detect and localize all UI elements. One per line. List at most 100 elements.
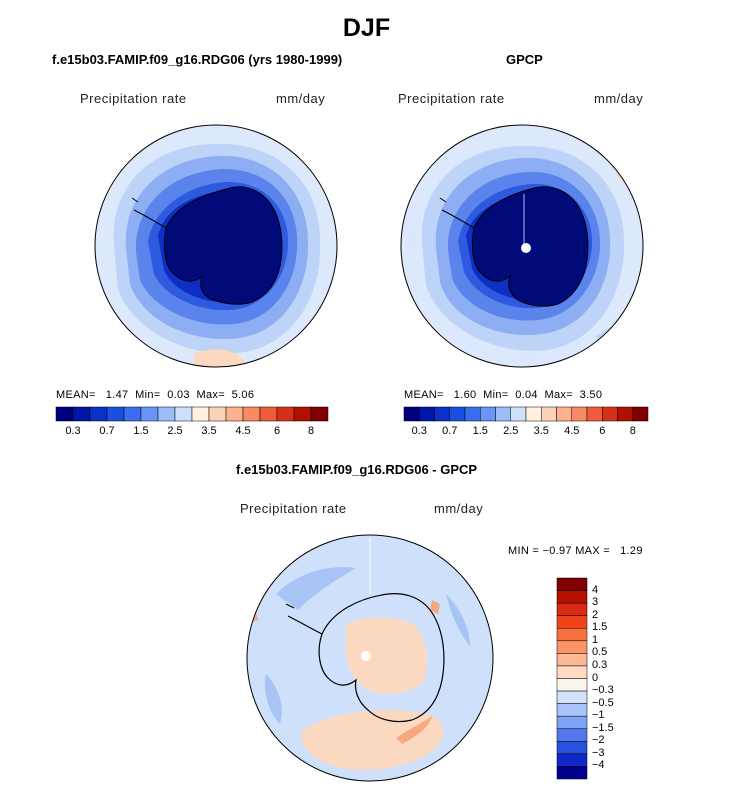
colorbar-box: [556, 590, 588, 604]
colorbar-box: [225, 406, 244, 422]
colorbar-model-ticks: 0.3 0.7 1.5 2.5 3.5 4.5 6 8: [56, 425, 328, 439]
colorbar-tick-label: 3.5: [533, 425, 549, 437]
panel-obs-title: GPCP: [506, 52, 543, 67]
colorbar-tick-label: 1.5: [592, 621, 608, 634]
colorbar-box: [495, 406, 511, 422]
colorbar-tick-label: 2.5: [167, 425, 183, 437]
colorbar-obs-ticks: 0.3 0.7 1.5 2.5 3.5 4.5 6 8: [404, 425, 648, 439]
colorbar-diff-ticks: 4 3 2 1.5 1 0.5 0.3 0 −0.3 −0.5 −1 −1.5 −2 −3 −4: [592, 578, 652, 779]
colorbar-tick-label: 3.5: [201, 425, 217, 437]
panel-obs-field-label: Precipitation rate: [398, 91, 505, 106]
colorbar-tick-label: 4.5: [564, 425, 580, 437]
colorbar-box: [449, 406, 466, 422]
colorbar-tick-label: −3: [592, 746, 605, 759]
colorbar-box: [55, 406, 74, 422]
colorbar-box: [157, 406, 176, 422]
colorbar-box: [556, 628, 588, 642]
colorbar-box: [174, 406, 193, 422]
colorbar-box: [140, 406, 159, 422]
panel-model-title: f.e15b03.FAMIP.f09_g16.RDG06 (yrs 1980-1…: [52, 52, 343, 67]
panel-diff-stats: MIN = −0.97 MAX = 1.29: [508, 545, 643, 557]
antarctic-continent: [164, 186, 282, 305]
neg-anomaly-2: [264, 674, 282, 724]
pole-mark: [521, 243, 531, 253]
polar-map-obs: [400, 124, 644, 368]
colorbar-tick-label: −0.5: [592, 696, 614, 709]
peninsula-coast: [439, 197, 475, 229]
colorbar-box: [276, 406, 295, 422]
colorbar-box: [191, 406, 210, 422]
coastline: [163, 186, 283, 305]
panel-diff-title: f.e15b03.FAMIP.f09_g16.RDG06 - GPCP: [236, 462, 478, 477]
colorbar-box: [208, 406, 227, 422]
panel-model-units: mm/day: [276, 91, 326, 106]
colorbar-box: [89, 406, 108, 422]
colorbar-tick-label: 6: [273, 425, 281, 437]
colorbar-model: [55, 406, 329, 422]
colorbar-tick-label: 0.3: [65, 425, 81, 437]
antarctic-coastline: [318, 593, 445, 723]
colorbar-tick-label: 4: [592, 583, 599, 596]
colorbar-tick-label: 0.7: [99, 425, 115, 437]
peninsula-coast: [285, 603, 323, 635]
neg-anomaly-3: [446, 594, 470, 646]
colorbar-tick-label: 1: [592, 633, 599, 646]
colorbar-box: [556, 715, 588, 729]
colorbar-box: [556, 728, 588, 742]
colorbar-box: [310, 406, 329, 422]
colorbar-tick-label: −4: [592, 759, 605, 772]
colorbar-tick-label: 8: [629, 425, 636, 437]
colorbar-box: [556, 653, 588, 667]
colorbar-box: [586, 406, 603, 422]
pos-anomaly-continent: [345, 617, 427, 695]
colorbar-box: [556, 602, 588, 616]
colorbar-box: [419, 406, 435, 422]
colorbar-box: [259, 406, 278, 422]
panel-model-field-label: Precipitation rate: [80, 91, 187, 106]
colorbar-tick-label: 0.3: [411, 425, 427, 437]
colorbar-tick-label: 0.5: [592, 646, 608, 659]
colorbar-tick-label: 6: [599, 425, 606, 437]
panel-diff-field-label: Precipitation rate: [240, 501, 347, 516]
colorbar-diff: [556, 577, 588, 780]
colorbar-tick-label: 4.5: [235, 425, 251, 437]
colorbar-tick-label: −2: [592, 734, 605, 747]
colorbar-box: [242, 406, 261, 422]
colorbar-box: [556, 678, 588, 692]
colorbar-tick-label: 3: [592, 596, 599, 609]
colorbar-box: [434, 406, 450, 422]
colorbar-obs: [403, 406, 649, 422]
colorbar-box: [556, 665, 588, 679]
colorbar-tick-label: 0.7: [442, 425, 458, 437]
polar-map-model: [94, 124, 338, 368]
colorbar-tick-label: 1.5: [472, 425, 488, 437]
colorbar-box: [123, 406, 142, 422]
pole-mark: [361, 651, 371, 661]
pos-anomaly-strong: [396, 716, 432, 744]
colorbar-tick-label: 2.5: [503, 425, 519, 437]
colorbar-box: [556, 577, 588, 591]
panel-diff-units: mm/day: [434, 501, 484, 516]
colorbar-box: [556, 690, 588, 704]
pos-anomaly-south: [301, 710, 444, 770]
colorbar-box: [72, 406, 91, 422]
colorbar-tick-label: −1.5: [592, 721, 614, 734]
warm-patch: [194, 349, 244, 367]
colorbar-box: [464, 406, 481, 422]
panel-model-stats: MEAN= 1.47 Min= 0.03 Max= 5.06: [56, 389, 255, 401]
colorbar-box: [556, 615, 588, 629]
colorbar-box: [480, 406, 496, 422]
colorbar-tick-label: 0.3: [592, 658, 608, 671]
colorbar-box: [293, 406, 312, 422]
colorbar-box: [556, 741, 588, 755]
colorbar-box: [556, 703, 588, 717]
colorbar-tick-label: 0: [592, 671, 599, 684]
colorbar-box: [403, 406, 420, 422]
colorbar-box: [106, 406, 125, 422]
colorbar-box: [556, 766, 588, 780]
colorbar-box: [541, 406, 557, 422]
colorbar-tick-label: 8: [307, 425, 315, 437]
colorbar-tick-label: −1: [592, 709, 605, 722]
page-title: DJF: [342, 14, 391, 42]
polar-map-diff: [246, 534, 494, 782]
